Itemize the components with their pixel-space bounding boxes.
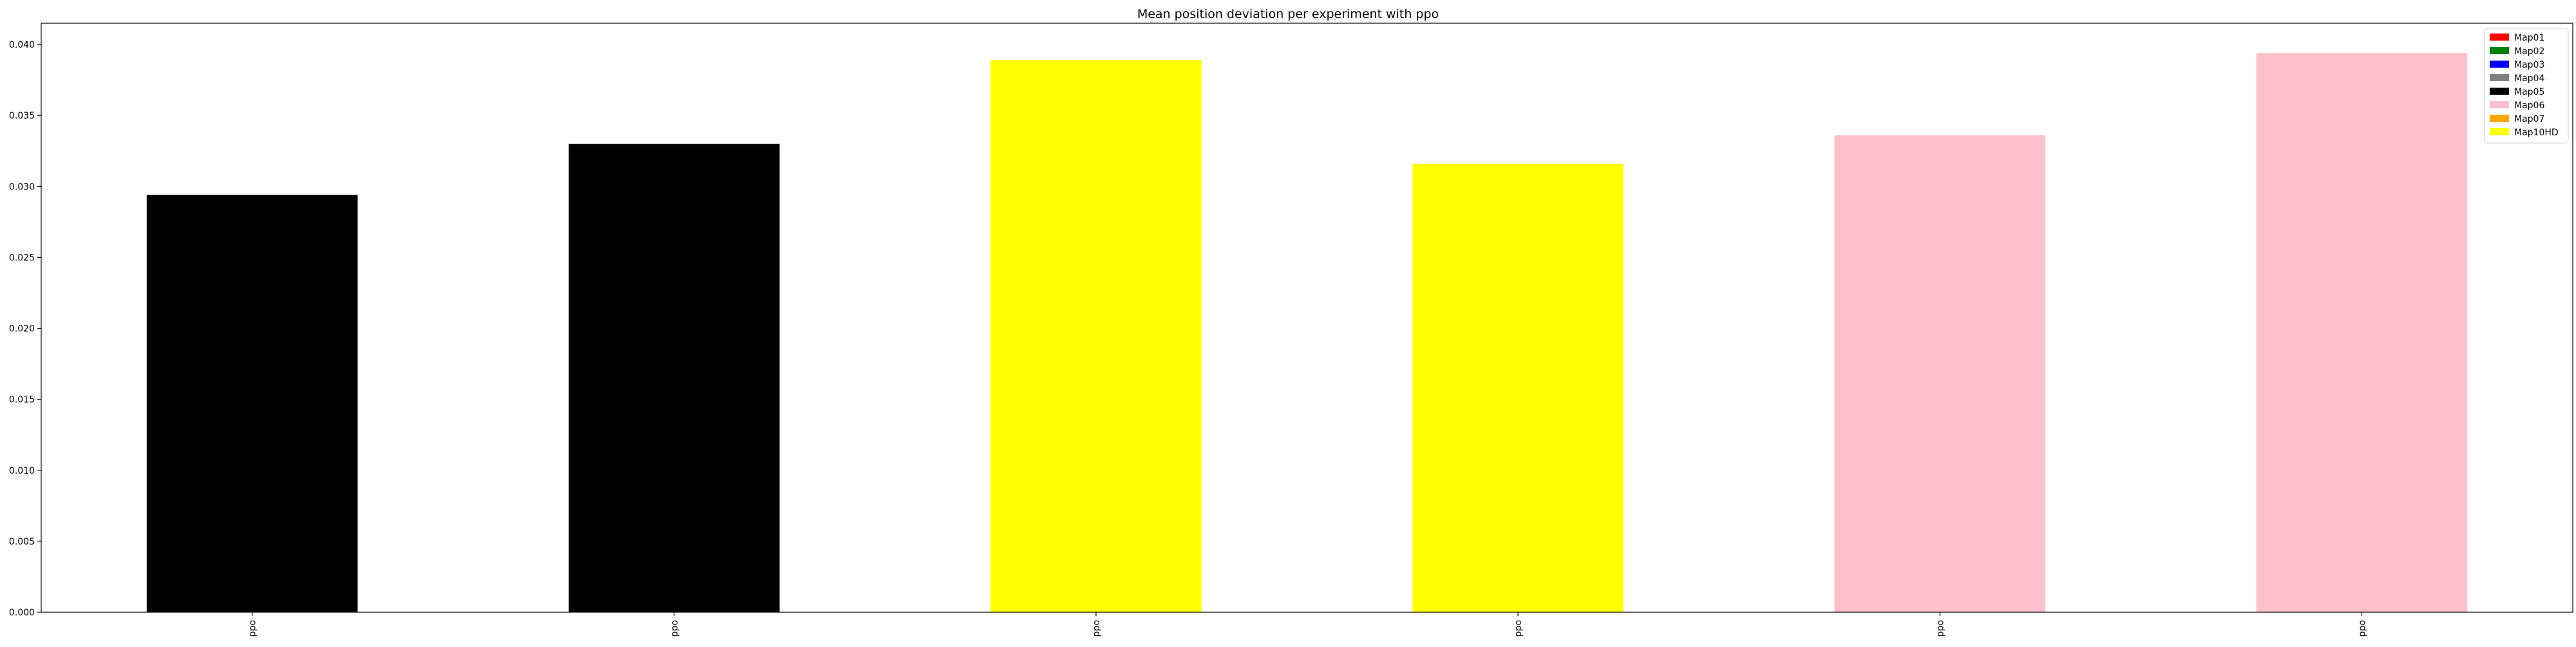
y-tick-label: 0.005: [9, 537, 35, 547]
y-tick-label: 0.035: [9, 111, 35, 121]
bar-2: [568, 144, 780, 612]
legend-label: Map06: [2514, 101, 2544, 111]
x-axis: ppo ppo ppo ppo ppo ppo: [248, 612, 2367, 637]
x-tick-label: ppo: [1935, 620, 1946, 637]
legend-label: Map05: [2514, 87, 2544, 97]
x-tick-label: ppo: [1513, 620, 1524, 637]
legend-label: Map02: [2514, 46, 2544, 57]
y-tick-label: 0.020: [9, 324, 35, 334]
legend-label: Map04: [2514, 73, 2544, 84]
legend-swatch: [2490, 88, 2509, 95]
legend-label: Map01: [2514, 33, 2544, 43]
bar-5: [1834, 135, 2046, 612]
legend-swatch: [2490, 115, 2509, 122]
x-tick-label: ppo: [670, 620, 680, 637]
x-tick-label: ppo: [1092, 620, 1102, 637]
legend-swatch: [2490, 34, 2509, 41]
legend-swatch: [2490, 61, 2509, 68]
bar-6: [2256, 53, 2468, 612]
legend-label: Map10HD: [2514, 128, 2559, 138]
y-axis: 0.000 0.005 0.010 0.015 0.020 0.025 0.030 0.035…: [9, 40, 41, 618]
chart-title: Mean position deviation per experiment w…: [1137, 7, 1439, 21]
y-tick-label: 0.010: [9, 466, 35, 476]
legend-label: Map03: [2514, 60, 2544, 70]
legend: Map01 Map02 Map03 Map04 Map05 Map06 Map07 Map10…: [2484, 28, 2569, 144]
bars: [146, 53, 2468, 613]
legend-swatch: [2490, 101, 2509, 108]
legend-label: Map07: [2514, 114, 2544, 124]
bar-1: [146, 195, 358, 612]
legend-box: [2484, 28, 2569, 144]
plot-frame: [41, 23, 2573, 613]
bar-4: [1412, 164, 1624, 612]
y-tick-label: 0.030: [9, 182, 35, 192]
bar-3: [990, 60, 1202, 613]
x-tick-label: ppo: [248, 620, 258, 637]
legend-swatch: [2490, 74, 2509, 81]
y-tick-label: 0.000: [9, 608, 35, 618]
x-tick-label: ppo: [2357, 620, 2367, 637]
y-tick-label: 0.040: [9, 40, 35, 50]
y-tick-label: 0.015: [9, 395, 35, 405]
y-tick-label: 0.025: [9, 253, 35, 263]
legend-swatch: [2490, 47, 2509, 54]
legend-swatch: [2490, 128, 2509, 135]
